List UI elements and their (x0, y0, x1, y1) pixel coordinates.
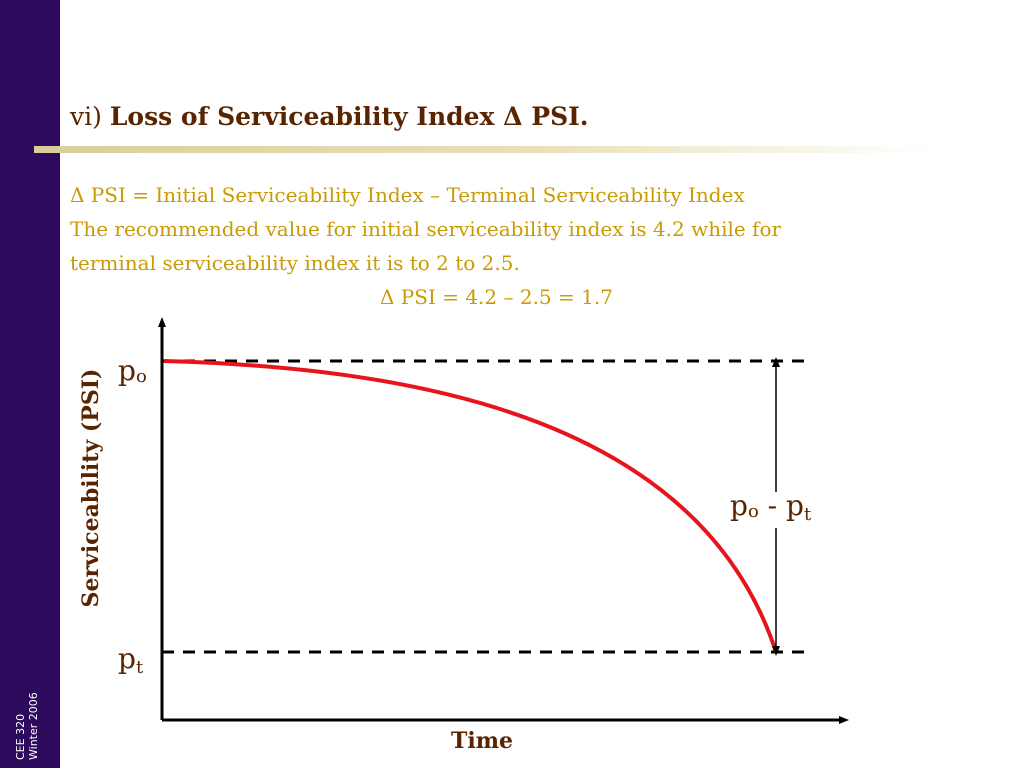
p0-label: po (118, 354, 147, 387)
title-prefix: vi) (70, 102, 102, 131)
x-axis-label: Time (451, 728, 513, 754)
recommendation-line-2: terminal serviceability index it is to 2… (70, 251, 520, 275)
difference-label: po - pt (730, 489, 812, 525)
equation-line: Δ PSI = 4.2 – 2.5 = 1.7 (380, 285, 613, 309)
title-divider (34, 146, 934, 153)
sidebar: CEE 320 Winter 2006 (0, 0, 60, 768)
slide-title: vi) Loss of Serviceability Index Δ PSI. (70, 102, 589, 131)
slide-body: Δ PSI = Initial Serviceability Index – T… (70, 178, 970, 314)
serviceability-curve (163, 359, 778, 653)
recommendation-line-1: The recommended value for initial servic… (70, 217, 782, 241)
pt-label: pt (118, 642, 144, 678)
y-axis-label: Serviceability (PSI) (78, 369, 104, 608)
definition-line: Δ PSI = Initial Serviceability Index – T… (70, 183, 745, 207)
title-main: Loss of Serviceability Index Δ PSI. (109, 102, 589, 131)
